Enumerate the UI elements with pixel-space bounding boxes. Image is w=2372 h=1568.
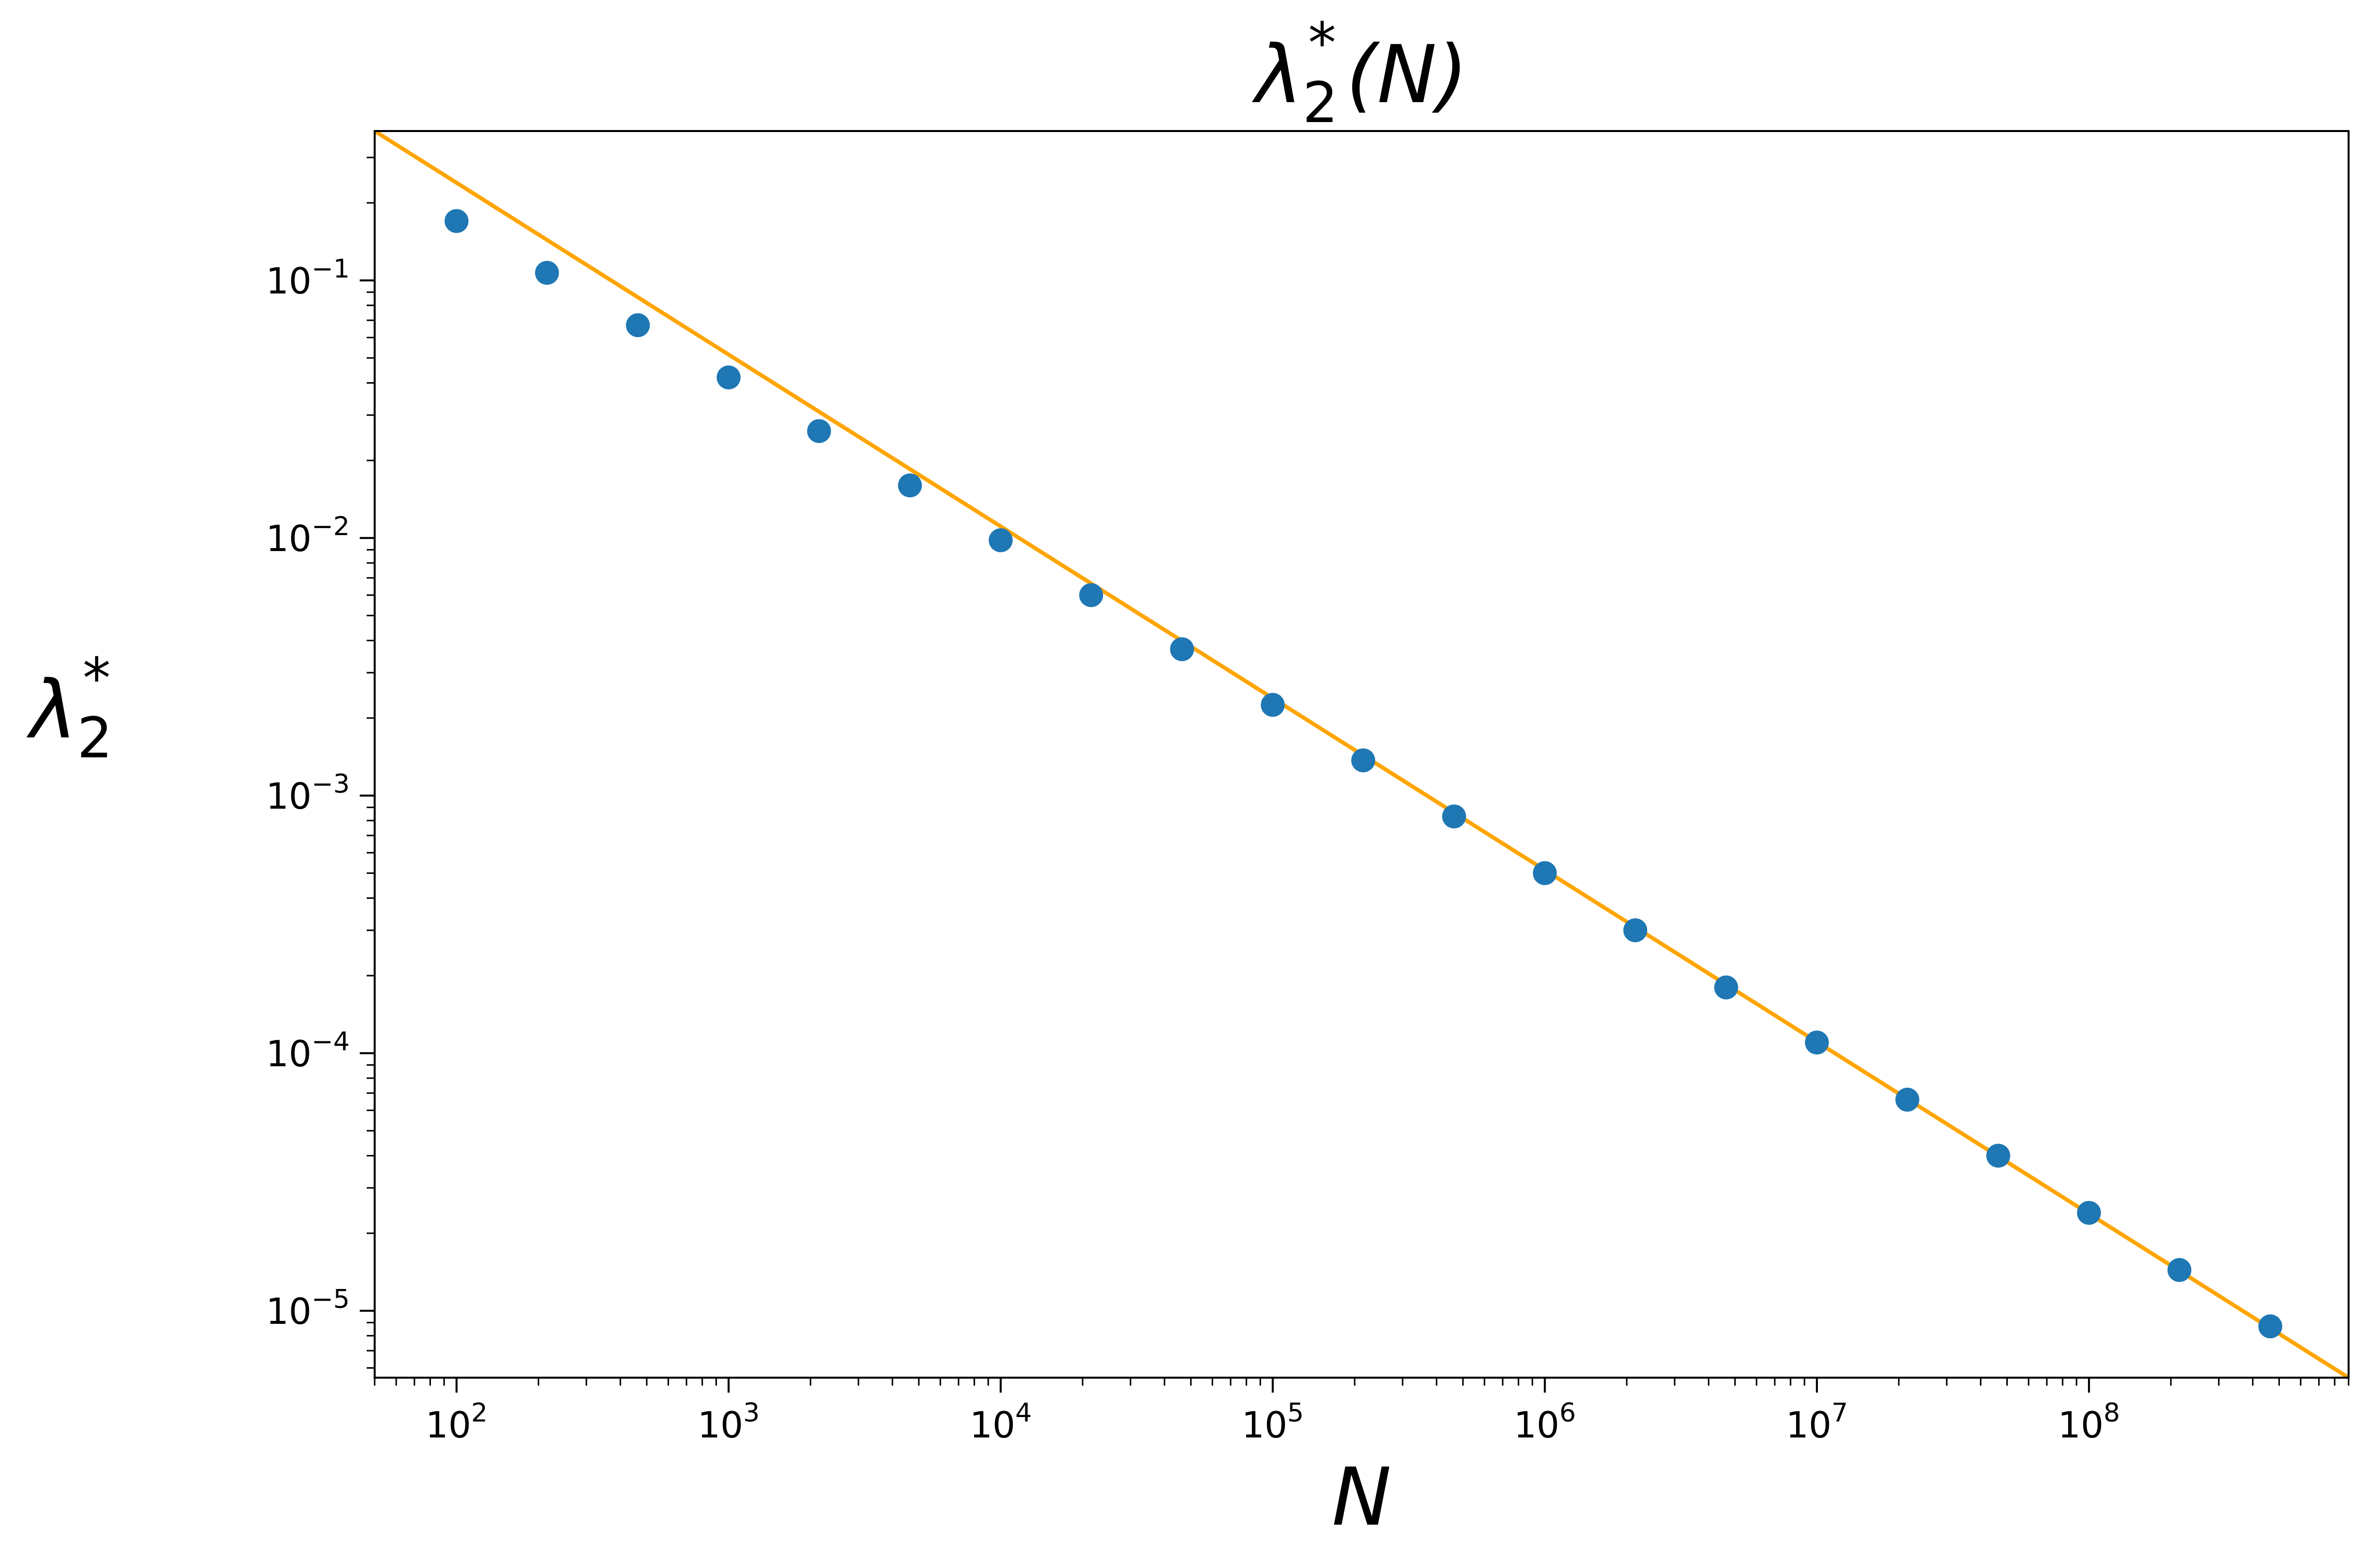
chart-title-subscript: 2 bbox=[1302, 71, 1338, 136]
data-point bbox=[1351, 748, 1376, 773]
data-point bbox=[1805, 1030, 1829, 1055]
x-axis-title: N bbox=[1332, 1450, 1392, 1544]
x-axis-ticks: 102 103 104 105 106 107 108 bbox=[374, 1378, 2350, 1446]
x-tick-label: 105 bbox=[1242, 1398, 1304, 1446]
data-point bbox=[988, 528, 1013, 553]
data-point bbox=[716, 365, 741, 390]
data-point bbox=[898, 473, 922, 498]
data-point bbox=[2167, 1258, 2192, 1282]
y-tick-label: 10−5 bbox=[266, 1284, 350, 1332]
y-axis-title: λ2* bbox=[26, 646, 113, 771]
x-tick-label: 106 bbox=[1514, 1398, 1576, 1446]
chart-title-superscript: * bbox=[1308, 11, 1336, 76]
y-tick-label: 10−2 bbox=[266, 512, 350, 560]
chart-title-suffix: (N) bbox=[1346, 28, 1468, 121]
data-point bbox=[1079, 583, 1104, 607]
data-point bbox=[1260, 693, 1285, 717]
data-point bbox=[626, 313, 650, 337]
chart-title: λ2* (N) bbox=[1252, 11, 1468, 136]
data-point bbox=[1623, 918, 1648, 943]
data-point bbox=[1442, 804, 1466, 829]
y-axis-ticks: 10−1 10−2 10−3 10−4 10−5 bbox=[266, 156, 375, 1369]
data-point bbox=[807, 419, 832, 443]
x-tick-label: 104 bbox=[970, 1398, 1032, 1446]
data-point bbox=[1533, 861, 1557, 885]
y-axis-title-subscript: 2 bbox=[77, 706, 113, 771]
data-point bbox=[535, 261, 559, 285]
y-axis-title-superscript: * bbox=[83, 646, 111, 711]
x-tick-label: 102 bbox=[425, 1398, 488, 1446]
y-tick-label: 10−1 bbox=[266, 254, 350, 302]
data-point bbox=[2258, 1314, 2282, 1339]
data-point bbox=[1714, 975, 1738, 999]
axes-frame bbox=[374, 130, 2350, 1379]
data-point bbox=[444, 209, 469, 233]
data-point bbox=[1170, 637, 1194, 661]
series-layer bbox=[375, 131, 2349, 1378]
x-tick-label: 108 bbox=[2058, 1398, 2120, 1446]
data-point bbox=[2077, 1201, 2101, 1225]
x-tick-label: 103 bbox=[698, 1398, 760, 1446]
chart-title-base: λ bbox=[1252, 28, 1303, 121]
data-point bbox=[1986, 1143, 2010, 1168]
y-axis-title-base: λ bbox=[26, 663, 77, 756]
y-tick-label: 10−3 bbox=[266, 769, 350, 817]
y-tick-label: 10−4 bbox=[266, 1027, 350, 1075]
x-tick-label: 107 bbox=[1786, 1398, 1848, 1446]
data-point bbox=[1895, 1088, 1920, 1112]
